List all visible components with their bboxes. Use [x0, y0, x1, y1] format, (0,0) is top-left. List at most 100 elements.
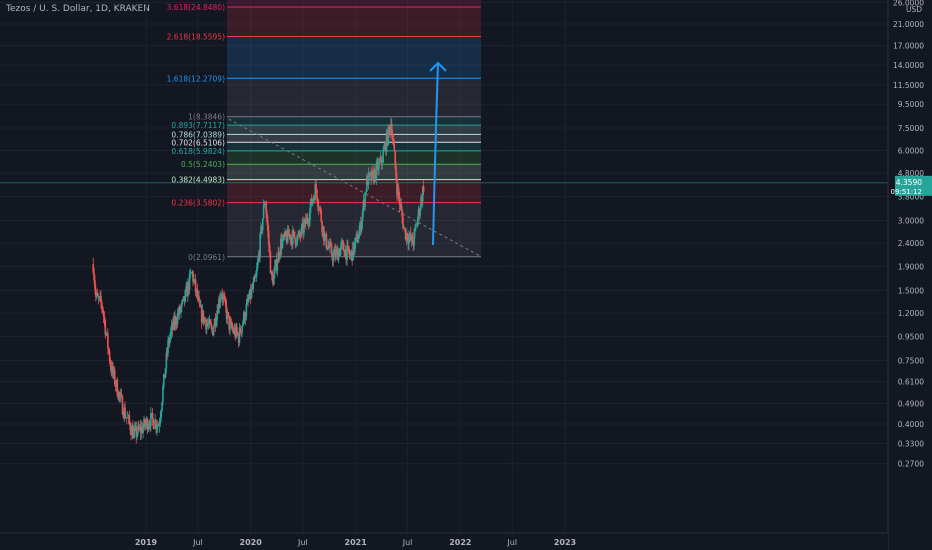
candle-body — [134, 426, 137, 429]
price-tick-label: 2.4000 — [898, 239, 924, 248]
candle-body — [186, 286, 188, 297]
candle-body — [377, 162, 379, 171]
candle-body — [120, 394, 123, 397]
candle-body — [367, 172, 370, 185]
candle-body — [336, 248, 339, 261]
candle-body — [387, 126, 390, 145]
candle-body — [385, 132, 388, 152]
candle-body — [279, 253, 281, 258]
candle-body — [106, 332, 108, 334]
candle-body — [355, 234, 358, 238]
candle-body — [206, 323, 209, 325]
candle-body — [142, 426, 144, 433]
candle-body — [281, 239, 284, 248]
candle-body — [101, 302, 103, 307]
candle-body — [333, 250, 335, 255]
candle-body — [278, 251, 280, 258]
candle-body — [414, 227, 416, 232]
candle-body — [311, 200, 314, 205]
candle-body — [327, 245, 329, 250]
candle-body — [162, 386, 164, 403]
candle-body — [255, 269, 258, 276]
price-tick-label: 17.0000 — [893, 41, 924, 50]
candle-body — [260, 226, 262, 234]
candle-body — [156, 427, 158, 429]
candle-body — [347, 245, 349, 247]
candle-body — [343, 250, 346, 257]
candle-body — [170, 325, 173, 332]
candle-body — [123, 407, 126, 418]
candle-body — [218, 298, 220, 314]
candle-body — [251, 288, 254, 290]
candles — [92, 117, 425, 444]
projection-arrow[interactable] — [429, 61, 447, 246]
candle-body — [232, 329, 235, 333]
price-tick-label: 0.9500 — [898, 333, 924, 342]
candle-body — [279, 238, 282, 254]
candle-body — [265, 203, 267, 214]
candle-body — [138, 425, 140, 430]
candle-body — [181, 299, 184, 303]
candle-body — [330, 244, 333, 255]
fib-extension[interactable]: 4.236(28.7343)3.618(24.8480)2.618(18.559… — [167, 0, 481, 262]
candle-body — [384, 143, 387, 152]
candle-body — [224, 298, 227, 307]
candle-body — [380, 156, 383, 164]
candle-body — [108, 351, 111, 361]
candle-body — [237, 334, 240, 344]
candle-body — [407, 240, 409, 244]
candle-body — [332, 254, 335, 261]
fib-level-label: 0.382(4.4983) — [171, 176, 225, 185]
time-axis[interactable]: 2019 Jul 2020 Jul 2021 Jul 2022 Jul 2023 — [0, 532, 888, 550]
candle-body — [152, 418, 155, 429]
candle-body — [172, 318, 175, 330]
fib-zone — [227, 142, 481, 151]
candle-body — [310, 198, 312, 208]
candle-body — [294, 237, 297, 245]
candle-body — [421, 186, 424, 202]
candle-body — [412, 243, 415, 246]
candle-body — [374, 169, 377, 180]
candle-body — [399, 203, 402, 205]
candle-body — [247, 299, 249, 301]
candle-body — [261, 226, 263, 231]
candle-body — [234, 328, 236, 337]
candle-body — [150, 413, 152, 427]
candle-body — [98, 296, 101, 298]
fib-level-label: 0.702(6.5106) — [171, 138, 225, 147]
candle-body — [227, 311, 230, 316]
candle-body — [329, 242, 332, 245]
candle-body — [119, 394, 122, 396]
time-tick-label: 2020 — [240, 538, 263, 547]
candle-body — [113, 370, 115, 375]
candle-body — [208, 319, 211, 324]
fib-zone — [227, 179, 481, 203]
candle-body — [153, 428, 156, 429]
candle-body — [218, 298, 221, 303]
candle-body — [112, 365, 114, 375]
candle-body — [342, 242, 345, 251]
candle-body — [158, 423, 161, 426]
candle-body — [373, 169, 376, 182]
candle-body — [193, 279, 196, 281]
candle-body — [329, 242, 331, 248]
candle-body — [283, 234, 286, 237]
price-tick-label: 7.5000 — [898, 124, 924, 133]
candle-body — [302, 222, 304, 233]
candle-body — [301, 222, 304, 227]
candle-body — [249, 289, 252, 298]
candle-body — [334, 250, 336, 258]
candle-body — [210, 323, 212, 327]
candle-body — [341, 242, 344, 243]
candle-body — [366, 176, 368, 192]
price-tick-label: 0.4000 — [898, 420, 924, 429]
candle-body — [175, 323, 178, 325]
candle-body — [136, 433, 138, 438]
candle-body — [422, 186, 425, 192]
candle-body — [107, 347, 110, 352]
price-axis[interactable]: 50.000040.000032.000026.000021.000017.00… — [887, 0, 932, 550]
candle-body — [222, 296, 224, 300]
